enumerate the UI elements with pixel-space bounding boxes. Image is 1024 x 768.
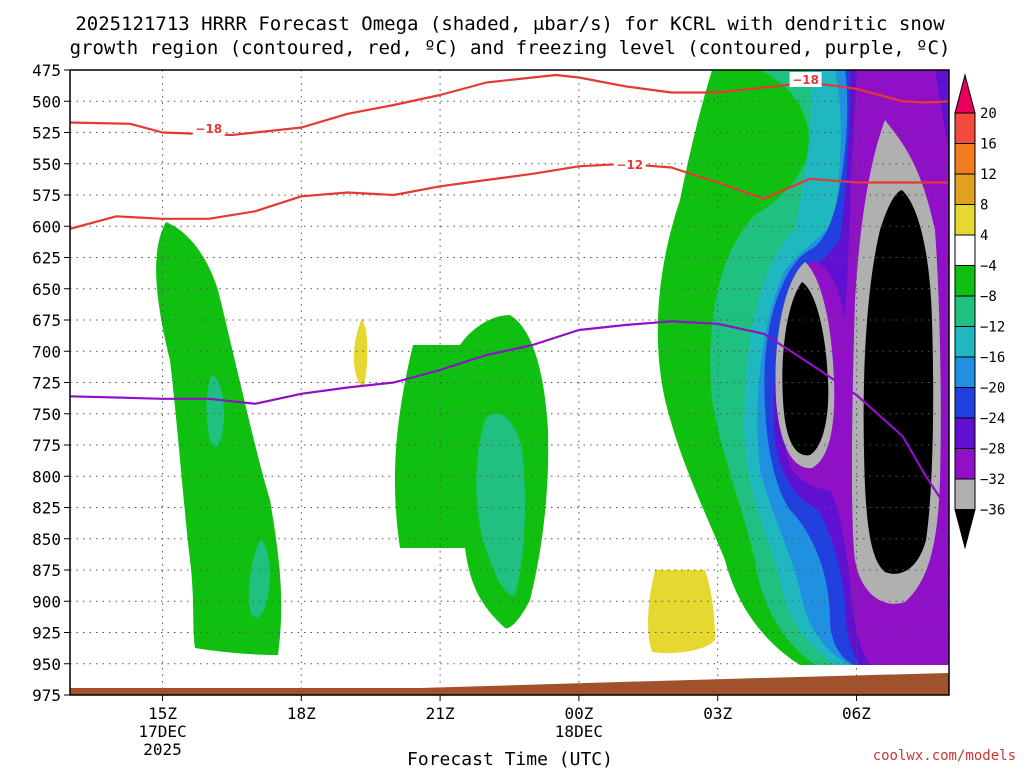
x-tick-label: 03Z	[703, 704, 732, 723]
y-tick-label: 650	[32, 280, 61, 299]
y-tick-label: 775	[32, 436, 61, 455]
y-tick-label: 575	[32, 186, 61, 205]
y-tick-label: 950	[32, 655, 61, 674]
colorbar-segment	[954, 478, 976, 510]
isotherm-line	[70, 73, 949, 137]
y-tick-label: 600	[32, 217, 61, 236]
y-tick-label: 725	[32, 374, 61, 393]
omega-shading	[156, 70, 949, 665]
contour-label: −18	[195, 122, 222, 136]
colorbar-label: −28	[980, 442, 1005, 458]
x-tick-label: 15Z	[148, 704, 177, 723]
chart-title-line2: growth region (contoured, red, ºC) and f…	[70, 37, 951, 59]
colorbar-label: −12	[980, 320, 1005, 336]
colorbar-label: −16	[980, 350, 1005, 366]
colorbar-segment	[954, 356, 976, 388]
contour-label: −18	[792, 73, 819, 87]
colorbar-cap-bottom	[954, 509, 976, 550]
y-tick-label: 550	[32, 155, 61, 174]
grid-lines	[70, 70, 949, 695]
omega-region-moderate-left-b	[248, 540, 270, 618]
contour-labels: −18 −18 −12	[192, 72, 822, 172]
colorbar-segment	[954, 112, 976, 144]
y-tick-label: 500	[32, 92, 61, 111]
colorbar-segment	[954, 234, 976, 266]
y-tick-label: 825	[32, 499, 61, 518]
colorbar-label: 12	[980, 167, 997, 183]
contour-label-bg	[192, 120, 225, 136]
y-tick-label: 675	[32, 311, 61, 330]
freezing-level-line	[70, 320, 949, 512]
colorbar-label: −8	[980, 289, 997, 305]
y-tick-label: 900	[32, 592, 61, 611]
colorbar-label: −20	[980, 381, 1005, 397]
y-tick-label: 625	[32, 249, 61, 268]
x-axis-label: Forecast Time (UTC)	[407, 749, 613, 768]
colorbar-segment	[954, 326, 976, 358]
omega-region-moderate-middle	[476, 413, 526, 596]
colorbar-segment	[954, 204, 976, 236]
colorbar-label: −32	[980, 472, 1005, 488]
colorbar-segment	[954, 143, 976, 175]
x-tick-label: 21Z	[426, 704, 455, 723]
colorbar-segment	[954, 448, 976, 480]
omega-region-weak-middle	[394, 315, 549, 629]
isotherm-line	[70, 162, 949, 230]
colorbar-label: 4	[980, 228, 988, 244]
y-tick-label: 875	[32, 561, 61, 580]
plot-frame	[69, 69, 950, 696]
omega-core-strong-b	[782, 282, 829, 456]
omega-positive-pocket-a	[353, 318, 368, 387]
credit-link[interactable]: coolwx.com/models	[873, 748, 1016, 764]
y-tick-label: 525	[32, 124, 61, 143]
chart-title-line1: 2025121713 HRRR Forecast Omega (shaded, …	[75, 13, 945, 35]
y-tick-label: 475	[32, 61, 61, 80]
colorbar: 20 16 12 8 4 −4 −8 −12 −16 −20 −24 −28 −32 −36	[954, 73, 1005, 550]
y-tick-label: 750	[32, 405, 61, 424]
contour-label-bg	[789, 72, 822, 87]
x-tick-label: 00Z	[564, 704, 593, 723]
colorbar-label: 20	[980, 106, 997, 122]
colorbar-label: 8	[980, 198, 988, 214]
contour-lines	[70, 73, 949, 512]
x-tick-year: 2025	[143, 740, 182, 759]
omega-region-moderate-left-a	[206, 375, 224, 448]
colorbar-segment	[954, 173, 976, 205]
y-tick-label: 850	[32, 530, 61, 549]
x-tick-date: 18DEC	[555, 722, 603, 741]
colorbar-label: 16	[980, 137, 997, 153]
colorbar-segment	[954, 417, 976, 449]
omega-core-strong-a	[863, 190, 934, 574]
terrain-ground	[70, 673, 949, 695]
colorbar-segment	[954, 265, 976, 297]
y-tick-label: 925	[32, 624, 61, 643]
colorbar-segment	[954, 295, 976, 327]
colorbar-label: −4	[980, 259, 997, 275]
x-tick-date: 17DEC	[138, 722, 186, 741]
contour-label-bg	[613, 157, 646, 172]
omega-positive-pocket-b	[648, 570, 715, 654]
y-tick-label: 800	[32, 467, 61, 486]
colorbar-segment	[954, 387, 976, 419]
y-axis-ticks: 475 500 525 550 575 600 625 650 675 700 725 750 775 8…	[32, 61, 70, 705]
y-tick-label: 700	[32, 342, 61, 361]
colorbar-label: −24	[980, 411, 1005, 427]
x-tick-label: 06Z	[842, 704, 871, 723]
y-tick-label: 975	[32, 686, 61, 705]
colorbar-cap-top	[954, 73, 976, 114]
colorbar-label: −36	[980, 503, 1005, 519]
contour-label: −12	[616, 158, 643, 172]
x-tick-label: 18Z	[287, 704, 316, 723]
